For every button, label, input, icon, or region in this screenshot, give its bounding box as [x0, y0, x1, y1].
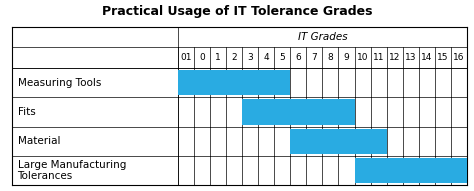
Text: 0: 0 — [199, 53, 205, 62]
Text: 4: 4 — [264, 53, 269, 62]
Text: 2: 2 — [231, 53, 237, 62]
Bar — [290, 129, 387, 154]
Text: 12: 12 — [389, 53, 401, 62]
Text: 01: 01 — [180, 53, 191, 62]
Text: Measuring Tools: Measuring Tools — [18, 78, 101, 88]
Text: 3: 3 — [247, 53, 253, 62]
Text: 1: 1 — [215, 53, 221, 62]
Text: 5: 5 — [279, 53, 285, 62]
Text: 16: 16 — [453, 53, 465, 62]
Text: 11: 11 — [373, 53, 384, 62]
Text: 10: 10 — [357, 53, 368, 62]
Text: 8: 8 — [328, 53, 333, 62]
Text: 13: 13 — [405, 53, 417, 62]
Text: Practical Usage of IT Tolerance Grades: Practical Usage of IT Tolerance Grades — [102, 5, 372, 18]
Text: 14: 14 — [421, 53, 432, 62]
Text: 15: 15 — [437, 53, 448, 62]
Text: Material: Material — [18, 136, 60, 146]
Text: Large Manufacturing
Tolerances: Large Manufacturing Tolerances — [18, 160, 126, 181]
Text: 7: 7 — [311, 53, 317, 62]
Text: Fits: Fits — [18, 107, 35, 117]
Text: 6: 6 — [295, 53, 301, 62]
Text: IT Grades: IT Grades — [298, 32, 347, 42]
Bar — [242, 99, 355, 125]
Bar — [178, 70, 290, 95]
Text: 9: 9 — [344, 53, 349, 62]
Bar — [355, 158, 467, 183]
